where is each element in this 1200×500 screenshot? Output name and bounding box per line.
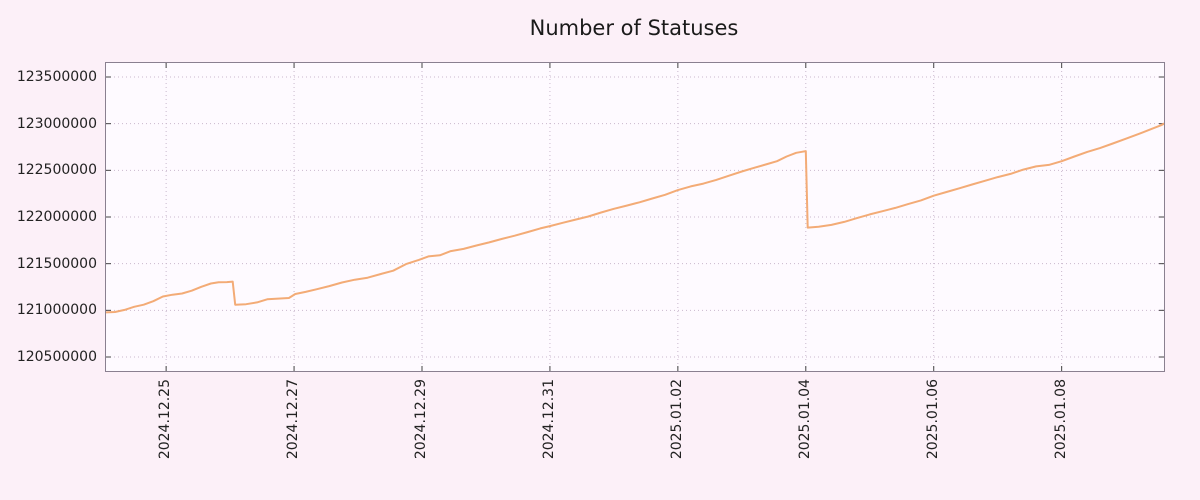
y-tick-label: 120500000 <box>16 349 97 365</box>
y-tick-label: 123500000 <box>16 69 97 85</box>
y-tick-label: 121000000 <box>16 302 97 319</box>
y-tick-label: 122000000 <box>16 209 97 225</box>
x-tick-label: 2025.01.08 <box>1052 379 1069 460</box>
x-tick-label: 2024.12.25 <box>157 379 174 460</box>
x-tick-label: 2024.12.27 <box>285 379 302 460</box>
y-tick-label: 121500000 <box>16 255 97 272</box>
x-tick-label: 2024.12.31 <box>540 379 557 460</box>
x-tick-label: 2025.01.04 <box>796 379 813 460</box>
y-tick-label: 122500000 <box>16 162 97 179</box>
x-tick-label: 2024.12.29 <box>412 379 429 460</box>
x-tick-label: 2025.01.06 <box>924 379 941 460</box>
x-tick-label: 2025.01.02 <box>668 379 685 460</box>
series-statuses <box>106 122 1164 314</box>
y-tick-label: 123000000 <box>16 115 97 132</box>
plot-area <box>105 62 1165 372</box>
y-axis-labels: 120500000 121000000 121500000 122000000 1225… <box>0 62 97 372</box>
line-plot-svg <box>106 63 1164 371</box>
chart-title: Number of Statuses <box>529 16 739 40</box>
x-axis-labels: 2024.12.25 2024.12.27 2024.12.29 2024.12.31… <box>105 379 1163 489</box>
